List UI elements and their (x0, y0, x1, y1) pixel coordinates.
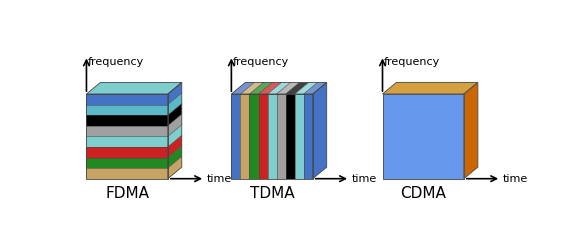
Bar (285, 94, 295, 179)
Bar (86, 136, 168, 147)
Text: frequency: frequency (233, 57, 289, 67)
Polygon shape (313, 82, 327, 179)
Bar (86, 168, 168, 179)
Bar (86, 147, 168, 158)
Polygon shape (304, 82, 327, 94)
Bar (86, 94, 168, 105)
Polygon shape (259, 82, 281, 94)
Text: time: time (206, 174, 232, 184)
Bar (249, 94, 259, 179)
Polygon shape (382, 82, 478, 94)
Polygon shape (168, 104, 182, 126)
Polygon shape (168, 146, 182, 168)
Text: time: time (351, 174, 377, 184)
Polygon shape (168, 114, 182, 136)
Polygon shape (168, 82, 182, 105)
Bar (86, 126, 168, 136)
Polygon shape (249, 82, 273, 94)
Polygon shape (86, 82, 182, 94)
Bar (382, 94, 464, 179)
Polygon shape (168, 125, 182, 147)
Text: time: time (503, 174, 528, 184)
Polygon shape (168, 93, 182, 115)
Polygon shape (277, 82, 300, 94)
Polygon shape (285, 82, 309, 94)
Bar (295, 94, 304, 179)
Polygon shape (267, 82, 291, 94)
Bar (86, 105, 168, 115)
Bar (277, 94, 285, 179)
Text: frequency: frequency (88, 57, 144, 67)
Polygon shape (168, 157, 182, 179)
Bar (86, 158, 168, 168)
Bar (304, 94, 313, 179)
Polygon shape (168, 135, 182, 157)
Polygon shape (231, 82, 255, 94)
Bar (259, 94, 267, 179)
Bar (231, 94, 241, 179)
Polygon shape (464, 82, 478, 179)
Text: frequency: frequency (384, 57, 440, 67)
Bar (86, 115, 168, 126)
Polygon shape (295, 82, 318, 94)
Text: CDMA: CDMA (400, 186, 446, 201)
Text: FDMA: FDMA (105, 186, 149, 201)
Text: TDMA: TDMA (250, 186, 295, 201)
Bar (267, 94, 277, 179)
Bar (241, 94, 249, 179)
Polygon shape (241, 82, 263, 94)
